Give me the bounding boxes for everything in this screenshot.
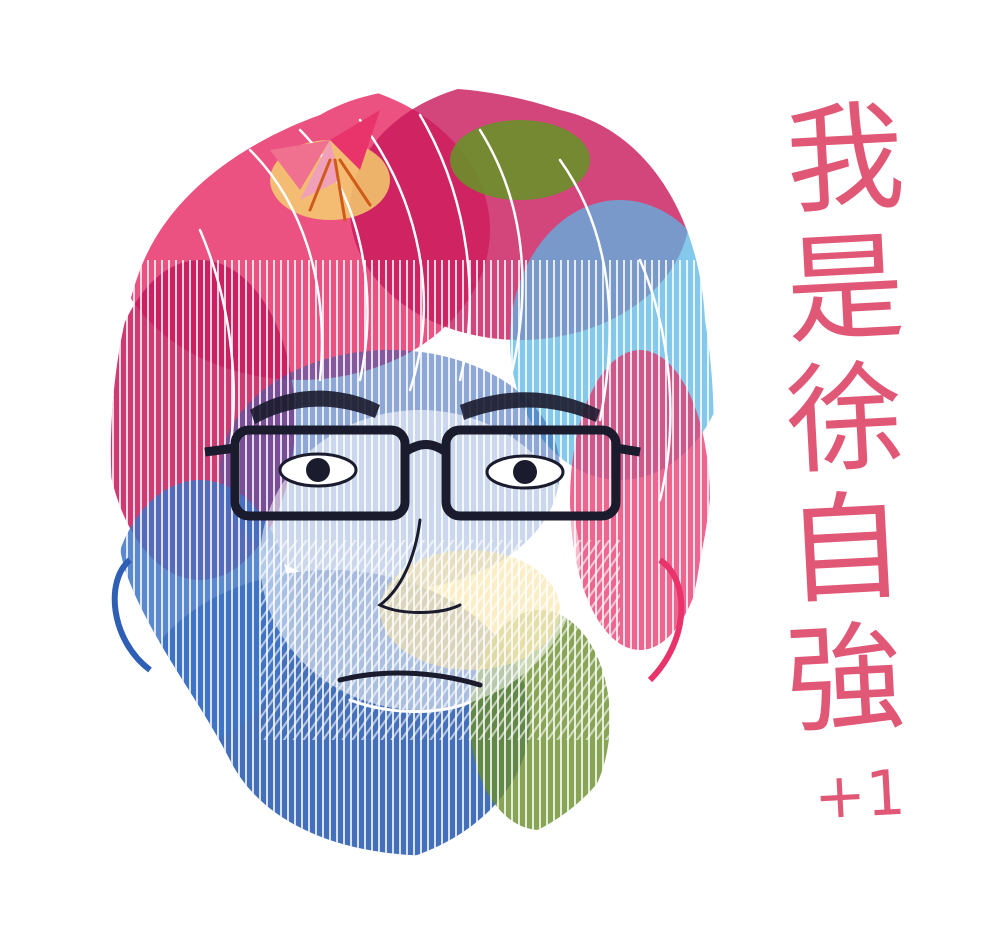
caption-char: 自 [782,477,908,621]
glasses-icon [204,425,641,521]
eyebrows [250,390,600,424]
caption-char: 是 [782,217,908,361]
caption-char: 強 [782,607,908,751]
vertical-caption: 我 是 徐 自 強 +1 [740,87,950,900]
hair-strokes [198,113,672,502]
lily-flower [270,110,380,222]
caption-char: 徐 [782,347,908,491]
eyes [278,452,565,490]
watercolor-wash [110,88,714,856]
caption-char: 我 [782,87,908,231]
caption-plus-one: +1 [812,755,908,834]
nose-mouth [337,518,483,713]
ears [111,557,685,683]
